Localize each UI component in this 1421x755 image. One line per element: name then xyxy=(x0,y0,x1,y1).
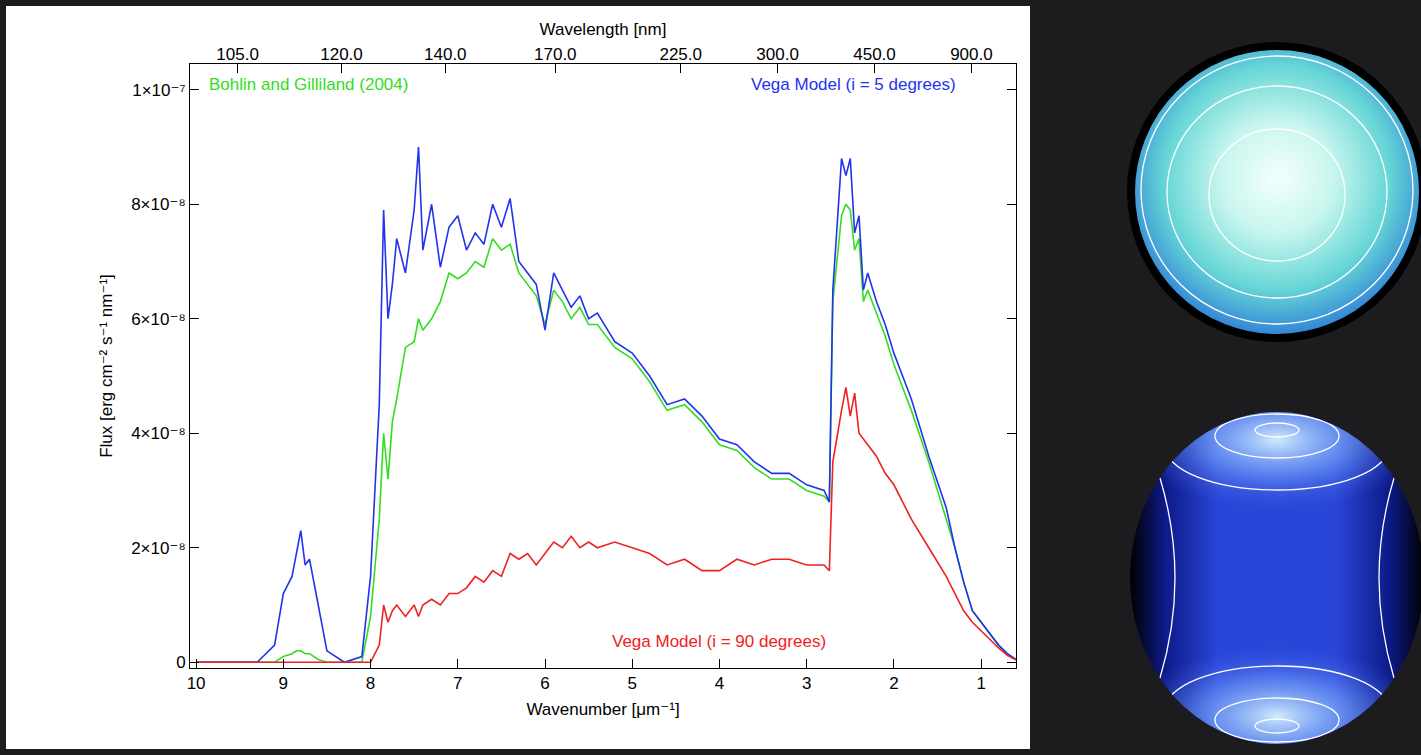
svg-text:3: 3 xyxy=(802,674,811,693)
svg-text:0: 0 xyxy=(176,653,185,672)
svg-text:300.0: 300.0 xyxy=(756,45,799,64)
svg-text:2: 2 xyxy=(889,674,898,693)
svg-text:2×10⁻⁸: 2×10⁻⁸ xyxy=(131,539,185,558)
svg-text:900.0: 900.0 xyxy=(950,45,993,64)
svg-text:105.0: 105.0 xyxy=(216,45,259,64)
svg-text:9: 9 xyxy=(279,674,288,693)
svg-text:10: 10 xyxy=(187,674,206,693)
svg-text:120.0: 120.0 xyxy=(320,45,363,64)
svg-text:Wavelength [nm]: Wavelength [nm] xyxy=(540,20,667,39)
svg-text:450.0: 450.0 xyxy=(853,45,896,64)
svg-text:4: 4 xyxy=(715,674,724,693)
svg-text:1×10⁻⁷: 1×10⁻⁷ xyxy=(132,81,185,100)
svg-text:Flux [erg cm⁻² s⁻¹ nm⁻¹]: Flux [erg cm⁻² s⁻¹ nm⁻¹] xyxy=(97,274,116,458)
svg-text:6: 6 xyxy=(540,674,549,693)
svg-text:225.0: 225.0 xyxy=(659,45,702,64)
svg-text:8: 8 xyxy=(366,674,375,693)
svg-text:7: 7 xyxy=(453,674,462,693)
svg-text:6×10⁻⁸: 6×10⁻⁸ xyxy=(131,310,185,329)
svg-text:Wavenumber [μm⁻¹]: Wavenumber [μm⁻¹] xyxy=(526,700,679,719)
svg-text:5: 5 xyxy=(627,674,636,693)
svg-text:Vega Model (i = 5 degrees): Vega Model (i = 5 degrees) xyxy=(751,75,956,94)
svg-text:4×10⁻⁸: 4×10⁻⁸ xyxy=(131,424,185,443)
svg-text:Bohlin and Gilliland (2004): Bohlin and Gilliland (2004) xyxy=(209,75,408,94)
svg-text:1: 1 xyxy=(976,674,985,693)
svg-text:140.0: 140.0 xyxy=(424,45,467,64)
svg-text:8×10⁻⁸: 8×10⁻⁸ xyxy=(131,195,185,214)
svg-text:170.0: 170.0 xyxy=(534,45,577,64)
svg-text:Vega Model (i = 90 degrees): Vega Model (i = 90 degrees) xyxy=(612,632,826,651)
